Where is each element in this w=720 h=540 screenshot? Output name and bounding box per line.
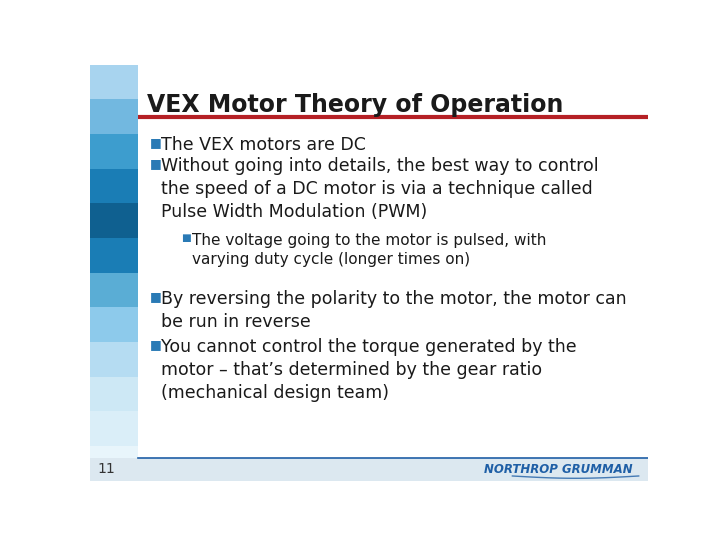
Text: The VEX motors are DC: The VEX motors are DC — [161, 136, 366, 154]
Bar — [90, 238, 138, 273]
Text: ■: ■ — [150, 157, 161, 170]
Text: By reversing the polarity to the motor, the motor can
be run in reverse: By reversing the polarity to the motor, … — [161, 291, 627, 332]
Bar — [90, 204, 138, 238]
Bar — [90, 446, 138, 481]
Bar — [90, 377, 138, 411]
Text: The voltage going to the motor is pulsed, with
varying duty cycle (longer times : The voltage going to the motor is pulsed… — [192, 233, 546, 267]
Text: ■: ■ — [150, 338, 161, 351]
Bar — [90, 134, 138, 168]
Bar — [90, 99, 138, 134]
Bar — [90, 411, 138, 446]
Text: ■: ■ — [150, 291, 161, 303]
Bar — [138, 65, 648, 117]
Text: ■: ■ — [181, 233, 190, 242]
Bar — [90, 457, 648, 481]
Text: NORTHROP GRUMMAN: NORTHROP GRUMMAN — [484, 463, 632, 476]
Text: ■: ■ — [150, 136, 161, 148]
Bar — [90, 342, 138, 377]
Text: 11: 11 — [98, 462, 115, 476]
Bar — [90, 307, 138, 342]
Bar — [138, 117, 648, 457]
Bar — [90, 65, 138, 99]
Text: VEX Motor Theory of Operation: VEX Motor Theory of Operation — [148, 93, 564, 117]
Bar — [90, 273, 138, 307]
Text: You cannot control the torque generated by the
motor – that’s determined by the : You cannot control the torque generated … — [161, 338, 577, 402]
Text: Without going into details, the best way to control
the speed of a DC motor is v: Without going into details, the best way… — [161, 157, 599, 221]
Bar — [90, 168, 138, 204]
